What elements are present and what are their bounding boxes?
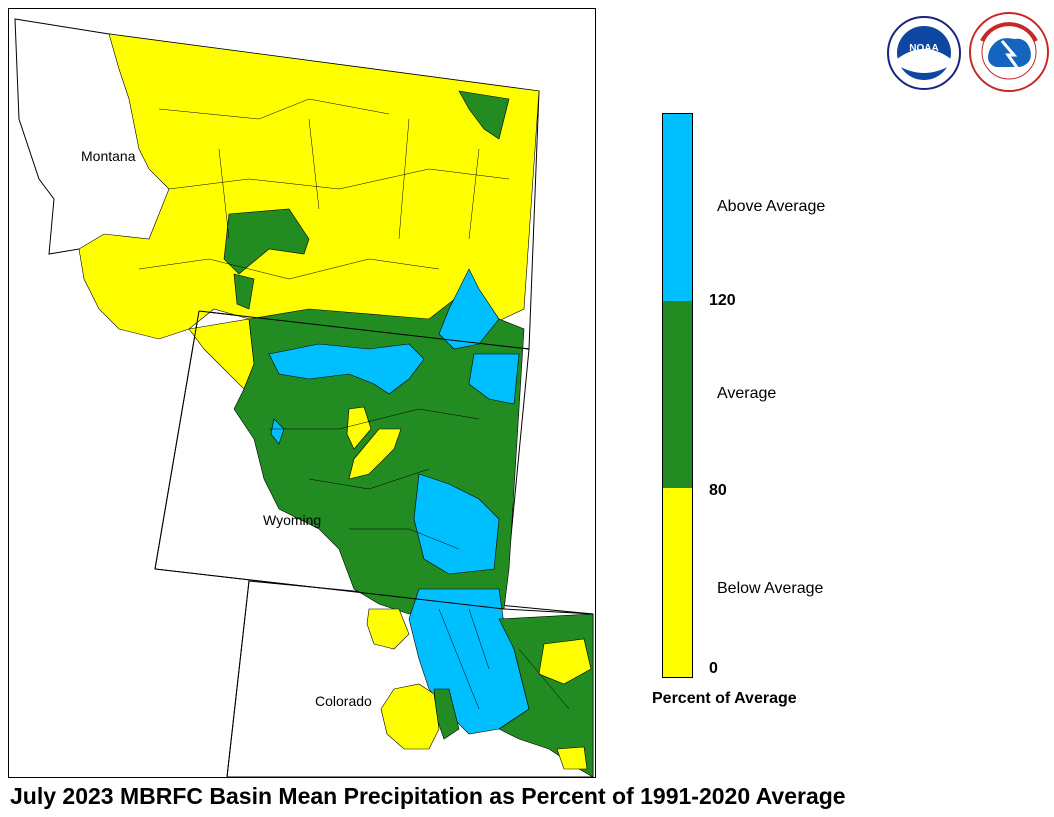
legend-label-average: Average	[717, 385, 777, 402]
basin-below-co-3	[538, 638, 592, 685]
basin-boundaries	[138, 98, 570, 710]
legend-tick-0: 0	[709, 660, 718, 677]
legend-label-above: Above Average	[717, 198, 826, 215]
basin-below-wy-2	[348, 428, 402, 480]
legend-title: Percent of Average	[652, 690, 797, 707]
basin-below-co-1	[380, 683, 440, 750]
legend-color-bar	[662, 113, 693, 678]
basin-average-mt-1	[223, 208, 310, 275]
map-frame: Montana Wyoming Colorado	[8, 8, 596, 778]
label-montana: Montana	[81, 148, 136, 164]
state-borders	[154, 310, 594, 777]
basin-average-mt-3	[458, 90, 510, 140]
basin-above-wy-3	[468, 353, 520, 405]
noaa-logo: NOAA	[887, 16, 961, 90]
legend-tick-80: 80	[709, 482, 727, 499]
basin-average-mt-2	[233, 273, 255, 310]
basin-below-wy-1	[346, 406, 372, 450]
basins	[78, 33, 594, 777]
legend-label-below: Below Average	[717, 580, 824, 597]
legend-swatch-above	[663, 114, 692, 301]
svg-text:NOAA: NOAA	[909, 43, 938, 54]
label-wyoming: Wyoming	[263, 512, 322, 528]
basin-above-wy-2	[438, 268, 500, 350]
basin-below-co-2	[366, 608, 410, 650]
basin-map	[14, 18, 594, 777]
basin-below-co-4	[556, 746, 588, 770]
nws-logo	[969, 12, 1049, 92]
legend-swatch-below	[663, 488, 692, 677]
basin-above-wy-1	[268, 343, 425, 395]
map-title: July 2023 MBRFC Basin Mean Precipitation…	[10, 783, 846, 809]
legend-swatch-average	[663, 301, 692, 488]
label-colorado: Colorado	[315, 693, 372, 709]
legend-tick-120: 120	[709, 292, 736, 309]
